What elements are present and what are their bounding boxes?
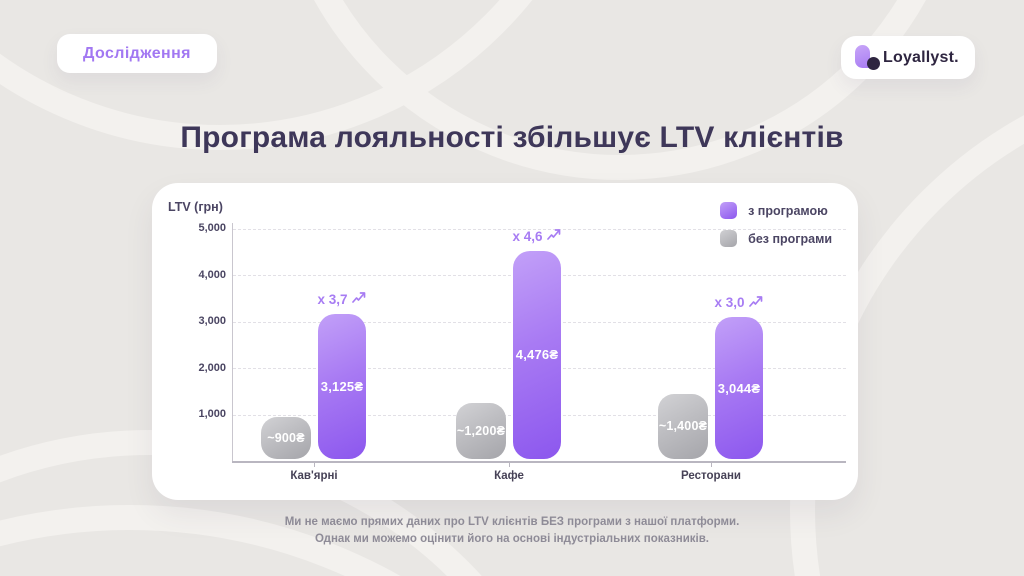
y-tick-label: 3,000 <box>198 315 226 327</box>
bar-value-label: ~1,400₴ <box>658 419 708 434</box>
multiplier-annotation: x 3,0 <box>691 295 787 310</box>
multiplier-text: x 4,6 <box>512 228 543 244</box>
loyallyst-logo-text: Loyallyst. <box>883 48 959 66</box>
y-tick-label: 1,000 <box>198 408 226 420</box>
legend-item-with-program: з програмою <box>720 202 832 219</box>
loyallyst-logo-icon <box>855 44 881 71</box>
y-tick-label: 4,000 <box>198 268 226 281</box>
trend-up-arrow-icon <box>546 229 560 241</box>
research-badge-label: Дослідження <box>83 44 191 62</box>
category-label: Ресторани <box>681 470 741 482</box>
legend-item-without-program: без програми <box>720 230 832 247</box>
bar-value-label: ~1,200₴ <box>456 424 506 439</box>
category-label: Кав'ярні <box>290 470 338 482</box>
bar-value-label: 3,125₴ <box>320 378 364 394</box>
bar-with-program: 4,476₴ <box>513 250 561 459</box>
multiplier-text: x 3,7 <box>317 291 348 307</box>
y-axis-label: LTV (грн) <box>168 200 223 214</box>
x-axis-tick <box>509 462 510 467</box>
bar-without-program: ~1,200₴ <box>456 403 506 459</box>
category-label: Кафе <box>494 470 524 482</box>
loyallyst-logo: Loyallyst. <box>841 36 975 79</box>
trend-up-arrow-icon <box>748 296 762 307</box>
multiplier-annotation: x 4,6 <box>489 229 585 244</box>
gridline <box>233 228 846 230</box>
multiplier-annotation: x 3,7 <box>294 292 390 307</box>
x-axis-tick <box>711 462 712 467</box>
trend-up-arrow-icon <box>351 292 365 304</box>
y-axis-line <box>232 223 233 461</box>
legend-label: з програмою <box>748 203 828 218</box>
chart-legend: з програмою без програми <box>720 202 832 247</box>
legend-swatch-purple <box>720 202 738 219</box>
bar-value-label: ~900₴ <box>267 431 305 446</box>
bar-value-label: 4,476₴ <box>515 347 559 363</box>
x-axis-line <box>232 461 846 463</box>
y-tick-label: 2,000 <box>198 361 226 374</box>
footnote-line-2: Однак ми можемо оцінити його на основі і… <box>315 533 709 546</box>
bar-without-program: ~1,400₴ <box>658 393 708 459</box>
page-title: Програма лояльності збільшує LTV клієнті… <box>180 121 844 154</box>
research-badge: Дослідження <box>57 34 217 73</box>
bar-chart: LTV (грн) з програмою без програми 5,000… <box>152 183 858 500</box>
bar-without-program: ~900₴ <box>261 417 311 459</box>
legend-swatch-gray <box>720 230 738 247</box>
footnote-line-1: Ми не маємо прямих даних про LTV клієнті… <box>284 516 740 528</box>
petal-icon <box>855 45 870 68</box>
multiplier-text: x 3,0 <box>714 295 745 311</box>
bar-with-program: 3,125₴ <box>318 313 366 459</box>
chart-card: LTV (грн) з програмою без програми 5,000… <box>152 183 858 500</box>
legend-label: без програми <box>748 231 832 246</box>
bar-value-label: 3,044₴ <box>717 380 761 396</box>
bar-with-program: 3,044₴ <box>715 317 763 459</box>
footnote: Ми не маємо прямих даних про LTV клієнті… <box>0 514 1024 549</box>
dot-icon <box>867 57 880 70</box>
x-axis-tick <box>314 462 315 467</box>
y-tick-label: 5,000 <box>198 222 226 234</box>
